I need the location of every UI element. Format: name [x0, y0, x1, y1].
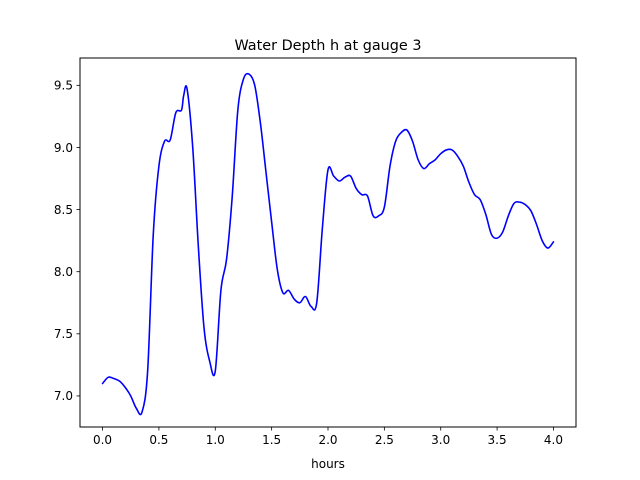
x-tick-label: 4.0	[544, 433, 563, 447]
chart-title: Water Depth h at gauge 3	[234, 38, 421, 54]
x-tick-label: 2.0	[318, 433, 337, 447]
y-tick-label: 7.0	[54, 389, 73, 403]
axes-layer: 0.0 0.5 1.0 1.5 2.0 2.5 3.0 3.5 4.0 7.0 7.5 8.0 8.5 9…	[54, 79, 563, 447]
y-tick-label: 9.5	[54, 79, 73, 93]
x-tick-label: 1.5	[262, 433, 281, 447]
y-tick-label: 8.5	[54, 203, 73, 217]
x-tick-label: 3.0	[431, 433, 450, 447]
y-tick-label: 8.0	[54, 265, 73, 279]
plot-area	[80, 58, 576, 427]
x-tick-label: 1.0	[206, 433, 225, 447]
x-tick-label: 3.5	[488, 433, 507, 447]
series-line-0	[101, 72, 555, 416]
plot-frame	[79, 57, 577, 428]
y-tick-label: 7.5	[54, 327, 73, 341]
x-tick-label: 2.5	[375, 433, 394, 447]
x-tick-label: 0.5	[149, 433, 168, 447]
series-layer	[101, 72, 555, 416]
y-tick-label: 9.0	[54, 141, 73, 155]
x-tick-label: 0.0	[93, 433, 112, 447]
x-axis-label: hours	[311, 457, 345, 471]
